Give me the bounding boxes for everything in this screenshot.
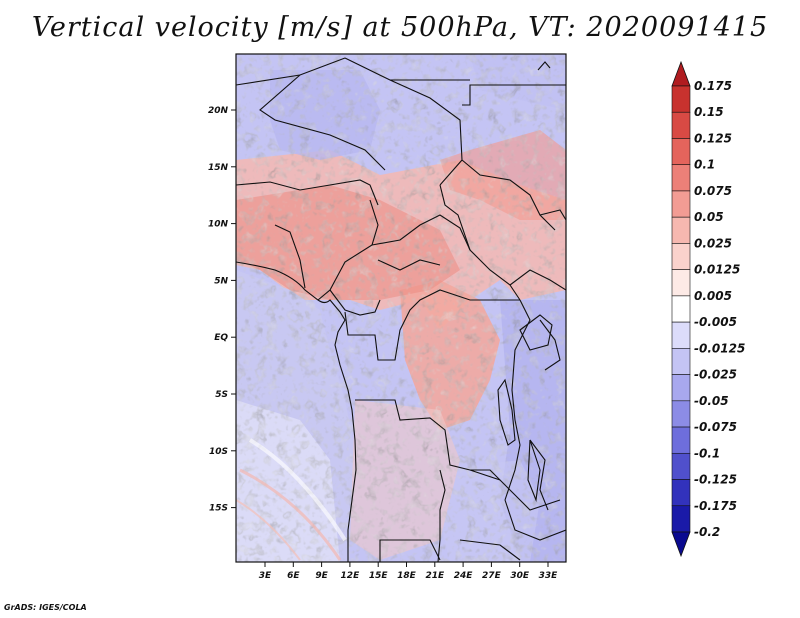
lat-tick-label: 5N: [214, 276, 228, 286]
colorbar-level-label: -0.1: [694, 446, 720, 460]
colorbar-segment: [671, 452, 691, 480]
colorbar-level-label: -0.075: [694, 420, 737, 434]
lat-tick-label: 5S: [215, 390, 228, 400]
colorbar-level-label: 0.05: [694, 210, 724, 224]
colorbar-segment: [671, 374, 691, 402]
lon-tick-label: 27E: [482, 571, 502, 581]
colorbar-level-label: -0.005: [694, 315, 737, 329]
colorbar-segment: [671, 400, 691, 428]
colorbar-segment: [671, 479, 691, 507]
lon-tick-label: 18E: [397, 571, 417, 581]
colorbar-segment: [671, 505, 691, 533]
lon-tick-label: 12E: [341, 571, 361, 581]
colorbar-segment: [671, 85, 691, 113]
chart-title: Vertical velocity [m/s] at 500hPa, VT: 2…: [31, 12, 769, 43]
colorbar-level-label: 0.075: [694, 184, 732, 198]
colorbar-level-label: -0.2: [694, 525, 720, 539]
lat-tick-label: 10S: [209, 447, 228, 457]
colorbar-level-label: -0.0125: [694, 341, 745, 355]
colorbar-segment: [671, 269, 691, 297]
map-frame: [235, 53, 567, 563]
colorbar: [671, 60, 691, 558]
colorbar-level-label: 0.025: [694, 236, 732, 250]
colorbar-level-label: -0.175: [694, 499, 737, 513]
colorbar-level-label: 0.125: [694, 131, 732, 145]
velocity-field: [236, 54, 566, 562]
colorbar-level-label: -0.05: [694, 394, 729, 408]
lon-tick-label: 30E: [510, 571, 530, 581]
lon-tick-label: 21E: [425, 571, 445, 581]
colorbar-level-label: 0.1: [694, 158, 715, 172]
colorbar-segment: [671, 138, 691, 166]
lon-tick-label: 6E: [287, 571, 300, 581]
colorbar-segment: [671, 216, 691, 244]
country-borders: [236, 57, 566, 562]
lat-tick-label: EQ: [214, 333, 228, 343]
colorbar-bottom-arrow: [671, 531, 691, 558]
grads-credit: GrADS: IGES/COLA: [4, 603, 87, 612]
colorbar-labels: 0.175 0.15 0.125 0.1 0.075 0.05 0.025 0.0125 0.0…: [694, 79, 745, 539]
lon-tick-label: 15E: [369, 571, 389, 581]
lat-tick-label: 15N: [208, 163, 229, 173]
colorbar-level-label: 0.005: [694, 289, 732, 303]
colorbar-segment: [671, 111, 691, 139]
colorbar-segment: [671, 426, 691, 454]
lat-tick-label: 20N: [208, 106, 229, 116]
lat-tick-label: 15S: [209, 504, 228, 514]
colorbar-top-arrow: [671, 60, 691, 87]
lat-tick-label: 10N: [208, 220, 229, 230]
lon-tick-label: 24E: [454, 571, 474, 581]
lon-tick-label: 9E: [315, 571, 328, 581]
lon-tick-labels: 3E 6E 9E 12E 15E 18E 21E 24E 27E 30E 33E: [259, 571, 558, 581]
colorbar-level-label: 0.15: [694, 105, 724, 119]
colorbar-segment: [671, 164, 691, 192]
axis-ticks: [231, 109, 549, 567]
colorbar-segment: [671, 295, 691, 323]
colorbar-level-label: -0.025: [694, 368, 737, 382]
colorbar-segment: [671, 348, 691, 375]
colorbar-segment: [671, 321, 691, 349]
colorbar-segment: [671, 190, 691, 218]
lon-tick-label: 33E: [539, 571, 559, 581]
colorbar-segment: [671, 243, 691, 270]
colorbar-level-label: -0.125: [694, 473, 737, 487]
lat-tick-labels: 20N 15N 10N 5N EQ 5S 10S 15S: [208, 106, 229, 514]
lon-tick-label: 3E: [259, 571, 272, 581]
colorbar-level-label: 0.0125: [694, 263, 740, 277]
colorbar-level-label: 0.175: [694, 79, 732, 93]
